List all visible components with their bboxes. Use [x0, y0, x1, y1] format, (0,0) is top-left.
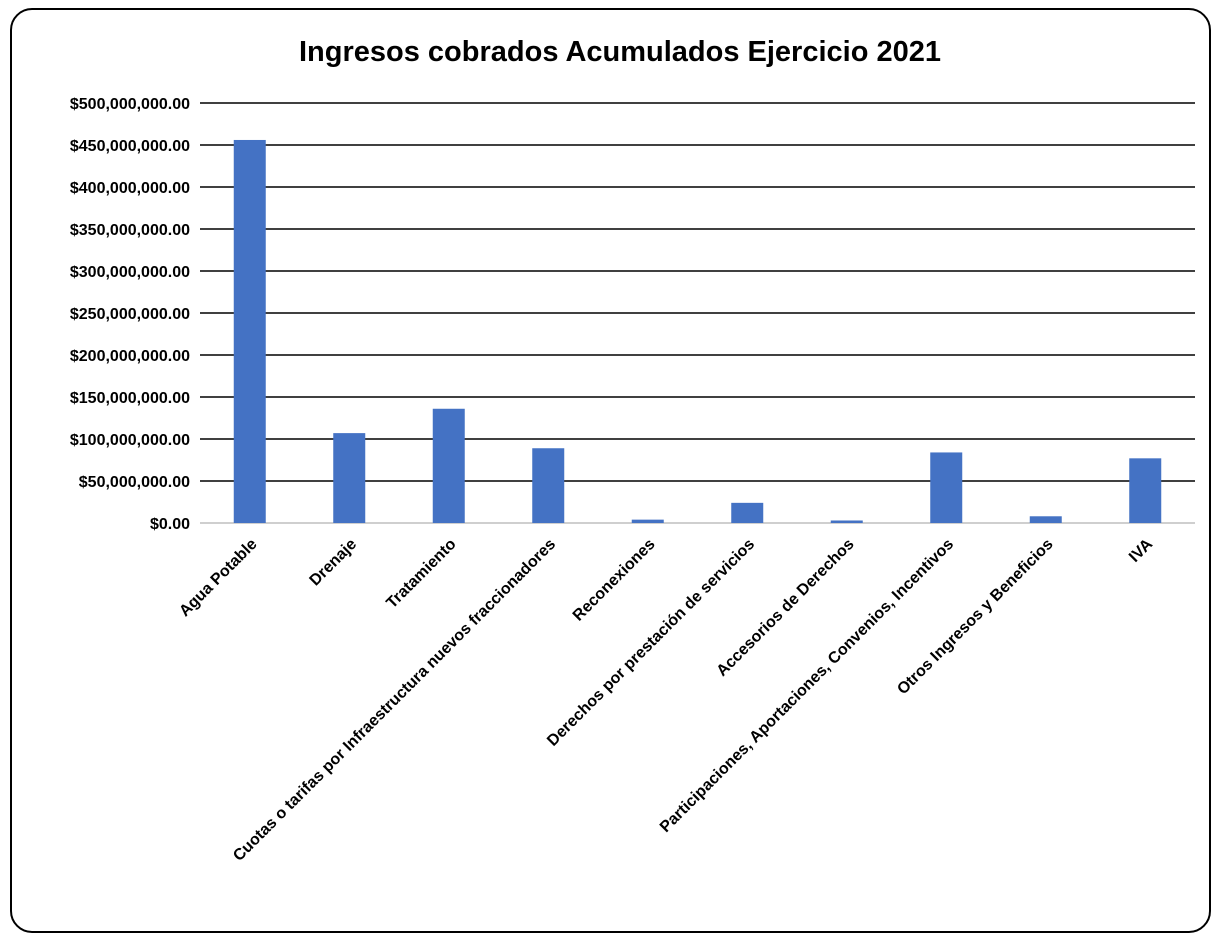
bar [930, 452, 963, 523]
bar [1029, 516, 1062, 523]
bar [233, 139, 266, 523]
y-axis-tick-labels: $0.00 $50,000,000.00 $100,000,000.00 $150,0… [70, 96, 190, 533]
y-tick-label: $0.00 [150, 516, 190, 533]
bar [432, 408, 465, 523]
y-tick-label: $450,000,000.00 [70, 138, 190, 155]
x-category-label: Agua Potable [176, 536, 260, 620]
x-category-label: IVA [1126, 535, 1156, 565]
chart-frame [10, 8, 1211, 933]
y-tick-label: $200,000,000.00 [70, 348, 190, 365]
x-category-label: Cuotas o tarifas por Infraestructura nue… [230, 536, 559, 865]
y-tick-label: $250,000,000.00 [70, 306, 190, 323]
y-tick-label: $500,000,000.00 [70, 96, 190, 113]
x-category-label: Derechos por prestación de servicios [544, 536, 758, 750]
x-category-label: Drenaje [307, 536, 361, 590]
bar [333, 433, 366, 523]
x-category-label: Tratamiento [383, 536, 459, 612]
bar [1129, 458, 1162, 523]
y-tick-label: $350,000,000.00 [70, 222, 190, 239]
bar [830, 520, 863, 523]
chart-title: Ingresos cobrados Acumulados Ejercicio 2… [299, 36, 941, 68]
bars [233, 139, 1162, 523]
y-tick-label: $300,000,000.00 [70, 264, 190, 281]
gridlines [200, 102, 1195, 524]
x-category-label: Otros Ingresos y Beneficios [894, 536, 1056, 698]
y-tick-label: $150,000,000.00 [70, 390, 190, 407]
x-category-label: Reconexiones [570, 536, 659, 625]
y-tick-label: $400,000,000.00 [70, 180, 190, 197]
bar [631, 519, 664, 523]
y-tick-label: $50,000,000.00 [79, 474, 190, 491]
bar [532, 448, 565, 523]
y-tick-label: $100,000,000.00 [70, 432, 190, 449]
bar [731, 502, 764, 523]
